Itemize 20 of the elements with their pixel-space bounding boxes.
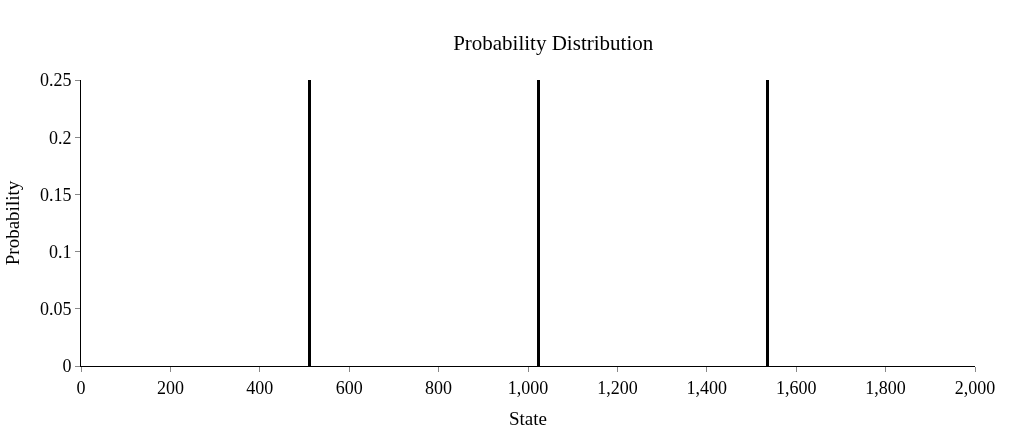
x-tick-label: 1,400 — [686, 377, 728, 398]
y-tick-label: 0.25 — [39, 70, 72, 91]
y-axis-title: Probability — [1, 180, 23, 266]
x-tick-label: 1,200 — [597, 377, 638, 398]
y-tick-label: 0.2 — [48, 127, 72, 148]
x-tick-label: 2,000 — [954, 377, 996, 398]
x-tick-label: 1,600 — [775, 377, 817, 398]
x-tick-label: 1,800 — [865, 377, 906, 398]
y-tick-label: 0.1 — [48, 241, 72, 262]
y-tick-label: 0.15 — [39, 184, 72, 205]
x-tick-label: 200 — [156, 377, 184, 398]
x-tick-label: 0 — [76, 377, 86, 398]
x-tick-label: 600 — [335, 377, 363, 398]
x-tick-label: 1,000 — [507, 377, 549, 398]
y-tick-label: 0.05 — [39, 299, 72, 320]
x-tick-label: 400 — [246, 377, 274, 398]
x-axis-title: State — [509, 408, 547, 430]
chart-title: Probability Distribution — [453, 30, 654, 55]
y-tick-label: 0 — [62, 356, 72, 377]
x-tick-label: 800 — [425, 377, 453, 398]
